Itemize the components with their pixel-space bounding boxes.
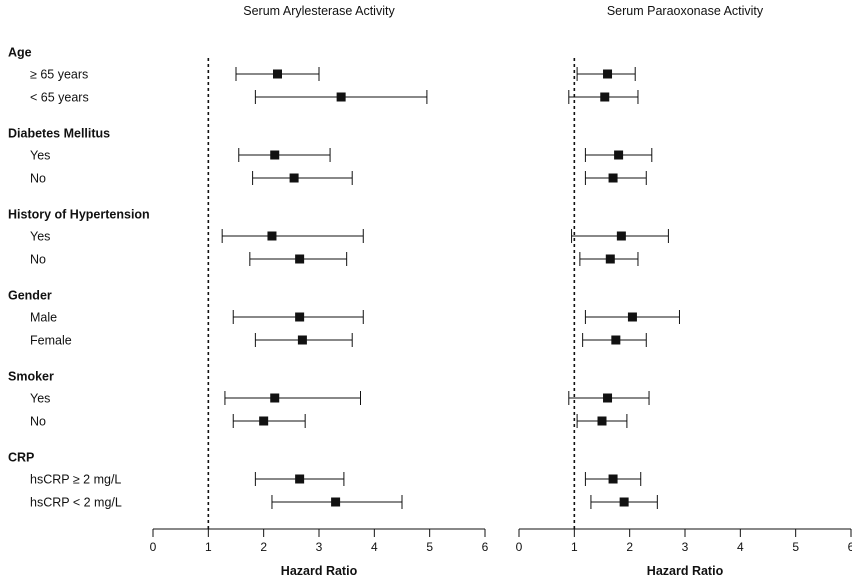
estimate-row: [254, 90, 428, 104]
x-tick-label: 1: [205, 540, 212, 554]
panel-arylesterase: Serum Arylesterase Activity 0 1 2 3 4 5 6 Hazard…: [150, 4, 489, 578]
hazard-ratio-point: [273, 69, 282, 79]
estimate-row: [576, 67, 636, 81]
hazard-ratio-point: [603, 393, 613, 403]
hazard-ratio-point: [616, 231, 626, 241]
estimate-row: [249, 252, 348, 266]
hazard-ratio-point: [597, 416, 607, 426]
hazard-ratio-point: [331, 497, 341, 507]
estimate-row: [232, 310, 364, 324]
category-label: CRP: [8, 451, 34, 465]
estimate-row: [590, 495, 658, 509]
hazard-ratio-point: [608, 474, 618, 484]
hazard-ratio-point: [611, 335, 621, 345]
estimate-row: [232, 414, 306, 428]
row-label: Yes: [30, 149, 50, 163]
x-tick-label: 5: [426, 540, 433, 554]
x-tick-label: 0: [516, 540, 523, 554]
x-axis-label: Hazard Ratio: [281, 564, 358, 578]
estimate-row: [582, 333, 647, 347]
hazard-ratio-point: [267, 231, 277, 241]
estimate-row: [252, 171, 353, 185]
category-label: History of Hypertension: [8, 208, 150, 222]
hazard-ratio-point: [614, 150, 624, 160]
hazard-ratio-point: [295, 474, 305, 484]
x-tick-label: 4: [737, 540, 744, 554]
hazard-ratio-point: [270, 150, 280, 160]
row-label: Female: [30, 334, 72, 348]
x-tick-label: 6: [848, 540, 852, 554]
row-label: Male: [30, 311, 57, 325]
hazard-ratio-point: [289, 173, 299, 183]
estimate-row: [254, 333, 353, 347]
hazard-ratio-point: [295, 254, 305, 264]
row-labels: Age ≥ 65 years < 65 years Diabetes Mellitus…: [8, 46, 150, 510]
hazard-ratio-point: [619, 497, 629, 507]
row-label: No: [30, 415, 46, 429]
x-tick-label: 0: [150, 540, 157, 554]
hazard-ratio-point: [336, 92, 346, 102]
category-label: Smoker: [8, 370, 54, 384]
hazard-ratio-point: [270, 393, 280, 403]
row-label: hsCRP < 2 mg/L: [30, 496, 122, 510]
estimate-row: [254, 472, 345, 486]
estimate-row: [579, 252, 639, 266]
hazard-ratio-point: [608, 173, 618, 183]
category-label: Age: [8, 46, 32, 60]
estimate-row: [584, 310, 680, 324]
hazard-ratio-point: [603, 69, 613, 79]
estimate-row: [584, 472, 642, 486]
row-label: hsCRP ≥ 2 mg/L: [30, 473, 121, 487]
category-label: Diabetes Mellitus: [8, 127, 110, 141]
hazard-ratio-point: [259, 416, 269, 426]
row-label: < 65 years: [30, 91, 89, 105]
x-tick-label: 5: [792, 540, 799, 554]
x-tick-label: 2: [626, 540, 633, 554]
x-tick-label: 4: [371, 540, 378, 554]
hazard-ratio-point: [627, 312, 637, 322]
estimate-row: [568, 391, 650, 405]
panel-title: Serum Paraoxonase Activity: [607, 4, 764, 18]
row-label: Yes: [30, 392, 50, 406]
row-label: ≥ 65 years: [30, 68, 88, 82]
x-axis-label: Hazard Ratio: [647, 564, 724, 578]
estimate-row: [271, 495, 403, 509]
x-tick-label: 3: [316, 540, 323, 554]
x-tick-label: 1: [571, 540, 578, 554]
x-tick-label: 3: [682, 540, 689, 554]
estimate-row: [224, 391, 361, 405]
row-label: No: [30, 172, 46, 186]
panel-title: Serum Arylesterase Activity: [243, 4, 395, 18]
estimate-row: [568, 90, 639, 104]
x-tick-label: 6: [482, 540, 489, 554]
row-label: Yes: [30, 230, 50, 244]
estimate-row: [576, 414, 628, 428]
hazard-ratio-point: [600, 92, 610, 102]
estimate-row: [584, 171, 647, 185]
estimate-row: [584, 148, 653, 162]
row-label: No: [30, 253, 46, 267]
hazard-ratio-point: [605, 254, 615, 264]
panel-paraoxonase: Serum Paraoxonase Activity 0 1 2 3 4 5 6 Hazard …: [516, 4, 852, 578]
estimate-row: [571, 229, 669, 243]
hazard-ratio-point: [295, 312, 305, 322]
category-label: Gender: [8, 289, 52, 303]
hazard-ratio-point: [297, 335, 307, 345]
estimate-row: [221, 229, 364, 243]
estimate-row: [238, 148, 331, 162]
estimate-row: [235, 67, 320, 81]
x-tick-label: 2: [260, 540, 267, 554]
